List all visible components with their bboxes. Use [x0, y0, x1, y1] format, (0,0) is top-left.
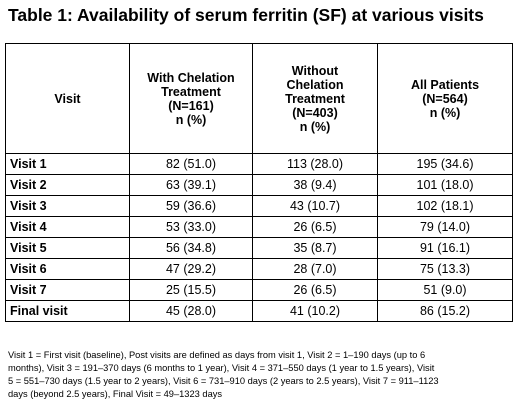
all-patients-cell: 195 (34.6) [377, 153, 513, 175]
footnote-line: days (beyond 2.5 years), Final Visit = 4… [8, 389, 223, 399]
header-without-line: Without [291, 63, 339, 78]
with-chelation-cell: 47 (29.2) [129, 258, 253, 280]
table-row: Visit 2 63 (39.1) 38 (9.4) 101 (18.0) [5, 174, 513, 196]
without-chelation-cell: 26 (6.5) [252, 216, 378, 238]
without-chelation-cell: 38 (9.4) [252, 174, 378, 196]
with-chelation-cell: 53 (33.0) [129, 216, 253, 238]
table-row: Visit 3 59 (36.6) 43 (10.7) 102 (18.1) [5, 195, 513, 217]
header-with-chelation: With Chelation Treatment (N=161) n (%) [129, 43, 253, 154]
header-without-line: Treatment [285, 91, 345, 106]
without-chelation-cell: 26 (6.5) [252, 279, 378, 301]
header-without-chelation: Without Chelation Treatment (N=403) n (%… [252, 43, 378, 154]
visit-cell: Visit 5 [5, 237, 130, 259]
header-visit-label: Visit [54, 91, 81, 106]
visit-cell: Final visit [5, 300, 130, 322]
without-chelation-cell: 41 (10.2) [252, 300, 378, 322]
table-row: Visit 6 47 (29.2) 28 (7.0) 75 (13.3) [5, 258, 513, 280]
without-chelation-cell: 43 (10.7) [252, 195, 378, 217]
header-all-patients: All Patients (N=564) n (%) [377, 43, 513, 154]
header-all-line: (N=564) [422, 91, 468, 106]
footnote-line: months), Visit 3 = 191–370 days (6 month… [8, 363, 435, 373]
all-patients-cell: 51 (9.0) [377, 279, 513, 301]
table-title: Table 1: Availability of serum ferritin … [8, 5, 484, 25]
all-patients-cell: 91 (16.1) [377, 237, 513, 259]
ferritin-availability-table: Visit With Chelation Treatment (N=161) n… [5, 43, 513, 322]
without-chelation-cell: 35 (8.7) [252, 237, 378, 259]
header-with-line: n (%) [175, 112, 207, 127]
table-row: Final visit 45 (28.0) 41 (10.2) 86 (15.2… [5, 300, 513, 322]
header-all-line: All Patients [410, 77, 480, 92]
footnote-line: 5 = 551–730 days (1.5 year to 2 years), … [8, 376, 439, 386]
visit-cell: Visit 1 [5, 153, 130, 175]
with-chelation-cell: 45 (28.0) [129, 300, 253, 322]
with-chelation-cell: 25 (15.5) [129, 279, 253, 301]
table-row: Visit 7 25 (15.5) 26 (6.5) 51 (9.0) [5, 279, 513, 301]
with-chelation-cell: 56 (34.8) [129, 237, 253, 259]
header-visit: Visit [5, 43, 130, 154]
header-with-line: (N=161) [168, 98, 214, 113]
all-patients-cell: 102 (18.1) [377, 195, 513, 217]
without-chelation-cell: 113 (28.0) [252, 153, 378, 175]
all-patients-cell: 75 (13.3) [377, 258, 513, 280]
header-without-line: n (%) [299, 119, 331, 134]
table-row: Visit 5 56 (34.8) 35 (8.7) 91 (16.1) [5, 237, 513, 259]
table-row: Visit 4 53 (33.0) 26 (6.5) 79 (14.0) [5, 216, 513, 238]
with-chelation-cell: 82 (51.0) [129, 153, 253, 175]
header-row: Visit With Chelation Treatment (N=161) n… [5, 43, 513, 154]
table-footnote: Visit 1 = First visit (baseline), Post v… [8, 349, 516, 401]
visit-cell: Visit 4 [5, 216, 130, 238]
header-with-line: With Chelation [147, 70, 235, 85]
all-patients-cell: 86 (15.2) [377, 300, 513, 322]
visit-cell: Visit 2 [5, 174, 130, 196]
footnote-line: Visit 1 = First visit (baseline), Post v… [8, 350, 426, 360]
visit-cell: Visit 6 [5, 258, 130, 280]
with-chelation-cell: 63 (39.1) [129, 174, 253, 196]
with-chelation-cell: 59 (36.6) [129, 195, 253, 217]
table-row: Visit 1 82 (51.0) 113 (28.0) 195 (34.6) [5, 153, 513, 175]
all-patients-cell: 101 (18.0) [377, 174, 513, 196]
header-with-line: Treatment [161, 84, 221, 99]
header-without-line: Chelation [286, 77, 344, 92]
header-without-line: (N=403) [292, 105, 338, 120]
visit-cell: Visit 7 [5, 279, 130, 301]
visit-cell: Visit 3 [5, 195, 130, 217]
all-patients-cell: 79 (14.0) [377, 216, 513, 238]
header-all-line: n (%) [429, 105, 461, 120]
without-chelation-cell: 28 (7.0) [252, 258, 378, 280]
